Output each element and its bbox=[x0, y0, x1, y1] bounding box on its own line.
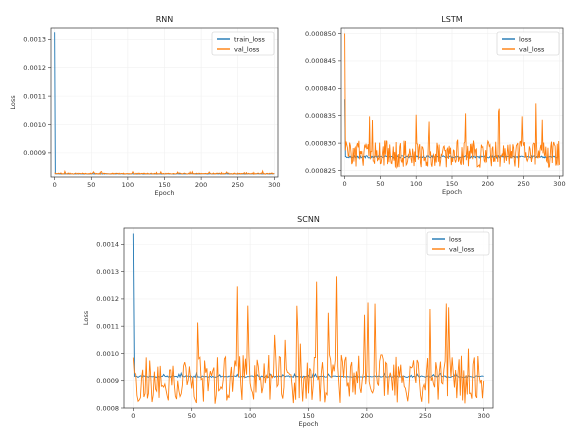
lstm-xtick-label: 150 bbox=[446, 180, 458, 188]
lstm-series-val-loss bbox=[344, 33, 560, 170]
rnn-series-val-loss bbox=[54, 169, 275, 176]
rnn-ytick-label: 0.0013 bbox=[23, 36, 46, 44]
scnn-xtick-label: 250 bbox=[419, 412, 431, 420]
lstm-legend-label: val_loss bbox=[519, 45, 545, 53]
scnn-ylabel: Loss bbox=[82, 310, 90, 325]
scnn-series-loss bbox=[132, 233, 484, 379]
scnn-ytick-label: 0.0012 bbox=[96, 295, 119, 303]
rnn-xtick-label: 50 bbox=[87, 181, 95, 189]
lstm-xlabel: Epoch bbox=[442, 188, 462, 196]
lstm-ytick-label: 0.000825 bbox=[305, 167, 336, 175]
scnn-legend: loss val_loss bbox=[426, 231, 490, 256]
rnn-legend-label: train_loss bbox=[234, 35, 266, 43]
rnn-xtick-label: 200 bbox=[195, 181, 207, 189]
scnn-xtick-label: 50 bbox=[188, 412, 196, 420]
rnn-ytick-label: 0.0009 bbox=[23, 149, 46, 157]
lstm-chart: 0 50 100 150 200 250 300 0.000825 0.000830 0.0008… bbox=[305, 15, 566, 196]
lstm-xtick-label: 200 bbox=[482, 180, 494, 188]
scnn-legend-label: loss bbox=[449, 235, 462, 243]
rnn-ylabel: Loss bbox=[9, 95, 17, 110]
scnn-xtick-label: 100 bbox=[244, 412, 256, 420]
scnn-series-val-loss bbox=[132, 276, 485, 404]
scnn-xtick-label: 200 bbox=[361, 412, 373, 420]
rnn-legend-label: val_loss bbox=[234, 45, 260, 53]
rnn-xtick-label: 150 bbox=[158, 181, 170, 189]
lstm-xtick-label: 0 bbox=[343, 180, 347, 188]
scnn-xlabel: Epoch bbox=[299, 420, 319, 428]
scnn-ytick-label: 0.0008 bbox=[96, 404, 119, 412]
rnn-xtick-label: 300 bbox=[268, 181, 280, 189]
scnn-xtick-label: 150 bbox=[302, 412, 314, 420]
rnn-xlabel: Epoch bbox=[155, 189, 175, 197]
scnn-xtick-label: 300 bbox=[477, 412, 489, 420]
scnn-ytick-label: 0.0011 bbox=[96, 322, 119, 330]
rnn-legend: train_loss val_loss bbox=[211, 31, 275, 56]
scnn-ytick-label: 0.0014 bbox=[96, 241, 119, 249]
rnn-title: RNN bbox=[156, 15, 174, 24]
scnn-chart: 0 50 100 150 200 250 300 0.0008 0.0009 0.0010 0.00… bbox=[82, 215, 494, 428]
rnn-ytick-label: 0.0011 bbox=[23, 92, 46, 100]
lstm-title: LSTM bbox=[441, 15, 462, 24]
rnn-xtick-label: 250 bbox=[232, 181, 244, 189]
scnn-legend-label: val_loss bbox=[449, 245, 475, 253]
rnn-ytick-label: 0.0010 bbox=[23, 121, 46, 129]
lstm-legend-label: loss bbox=[519, 35, 532, 43]
lstm-legend: loss val_loss bbox=[496, 31, 560, 56]
lstm-ytick-label: 0.000840 bbox=[305, 85, 336, 93]
lstm-xtick-label: 300 bbox=[553, 180, 565, 188]
lstm-xtick-label: 100 bbox=[410, 180, 422, 188]
lstm-xtick-label: 250 bbox=[517, 180, 529, 188]
rnn-chart: 0 50 100 150 200 250 300 0.0009 0.0010 0.0011 0.00… bbox=[9, 15, 281, 197]
scnn-ytick-label: 0.0013 bbox=[96, 268, 119, 276]
lstm-ytick-label: 0.000835 bbox=[305, 112, 336, 120]
lstm-ytick-label: 0.000850 bbox=[305, 30, 336, 38]
lstm-ytick-label: 0.000845 bbox=[305, 57, 336, 65]
scnn-xtick-label: 0 bbox=[131, 412, 135, 420]
lstm-ytick-label: 0.000830 bbox=[305, 139, 336, 147]
scnn-ytick-label: 0.0010 bbox=[96, 350, 119, 358]
scnn-title: SCNN bbox=[297, 215, 320, 224]
lstm-xtick-label: 50 bbox=[376, 180, 384, 188]
scnn-ytick-label: 0.0009 bbox=[96, 377, 119, 385]
rnn-xtick-label: 0 bbox=[53, 181, 57, 189]
rnn-xtick-label: 100 bbox=[122, 181, 134, 189]
rnn-ytick-label: 0.0012 bbox=[23, 64, 46, 72]
